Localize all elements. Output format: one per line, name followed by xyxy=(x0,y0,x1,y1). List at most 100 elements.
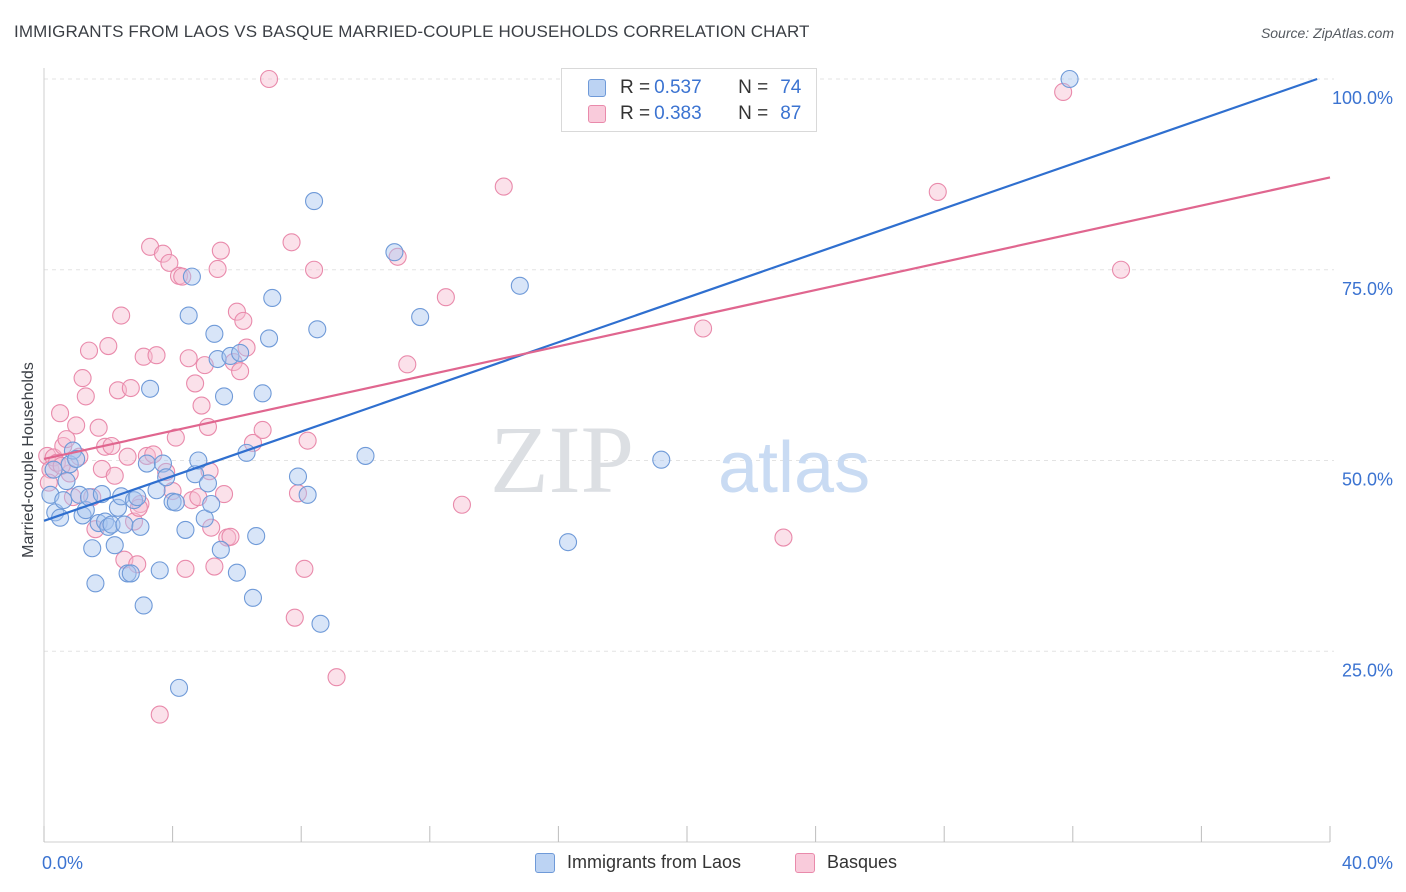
legend-n-label: N = xyxy=(738,77,769,98)
point-basques xyxy=(305,260,324,279)
point-laos xyxy=(150,561,169,580)
point-laos xyxy=(243,588,263,607)
point-basques xyxy=(231,362,250,381)
point-laos xyxy=(385,243,404,262)
point-laos xyxy=(305,192,324,211)
legend-series: Immigrants from Laos Basques xyxy=(0,852,1406,876)
point-laos xyxy=(652,450,671,469)
point-basques xyxy=(211,241,230,260)
point-laos xyxy=(137,454,156,473)
legend-swatch-basques xyxy=(588,105,606,123)
x-tick-label-min: 0.0% xyxy=(42,853,83,873)
point-laos xyxy=(83,539,102,558)
legend-swatch-laos xyxy=(535,852,555,873)
legend-item-basques: Basques xyxy=(795,852,897,873)
point-basques xyxy=(282,233,301,252)
point-basques xyxy=(494,177,513,196)
point-basques xyxy=(452,495,472,514)
point-basques xyxy=(147,346,166,365)
point-basques xyxy=(73,369,92,388)
point-laos xyxy=(231,343,250,362)
point-laos xyxy=(308,320,327,339)
point-laos xyxy=(510,276,529,295)
point-basques xyxy=(398,355,417,374)
trend-line-laos xyxy=(43,77,1318,522)
y-tick-label: 100.0% xyxy=(1332,88,1393,108)
point-basques xyxy=(121,378,140,398)
point-laos xyxy=(99,517,118,536)
point-laos xyxy=(411,308,430,327)
legend-r-value: 0.383 xyxy=(654,103,702,124)
series-laos xyxy=(41,69,1079,697)
legend-r-value: 0.537 xyxy=(654,77,702,98)
series-basques xyxy=(38,69,1131,724)
point-basques xyxy=(105,466,124,485)
point-laos xyxy=(1060,69,1079,89)
point-laos xyxy=(134,596,153,615)
point-basques xyxy=(928,182,947,201)
point-basques xyxy=(89,418,108,437)
legend-label-laos: Immigrants from Laos xyxy=(567,852,742,872)
point-laos xyxy=(131,517,150,536)
point-basques xyxy=(118,447,137,466)
point-basques xyxy=(221,527,240,546)
point-basques xyxy=(253,420,272,440)
y-axis-label: Married-couple Households xyxy=(20,362,37,558)
point-basques xyxy=(57,430,76,449)
point-laos xyxy=(124,491,144,510)
point-basques xyxy=(192,396,211,415)
source-label: Source: ZipAtlas.com xyxy=(1260,25,1394,41)
point-laos xyxy=(214,387,234,406)
watermark-zip: ZIP xyxy=(490,406,634,513)
point-laos xyxy=(54,491,73,510)
legend-n-value: 87 xyxy=(780,103,802,124)
point-laos xyxy=(86,574,105,593)
point-basques xyxy=(144,445,163,464)
point-basques xyxy=(67,416,86,435)
point-laos xyxy=(115,515,134,534)
legend-stats: R = 0.537 N = 74 R = 0.383 N = 87 xyxy=(561,68,817,132)
chart-title: IMMIGRANTS FROM LAOS VS BASQUE MARRIED-C… xyxy=(14,22,810,41)
x-tick-label-max: 40.0% xyxy=(1342,853,1393,873)
point-basques xyxy=(259,69,279,89)
point-basques xyxy=(51,404,70,423)
grid-lines xyxy=(44,78,1334,652)
point-laos xyxy=(211,540,230,559)
point-basques xyxy=(774,528,793,547)
point-laos xyxy=(311,614,330,633)
point-laos xyxy=(298,485,317,504)
axes xyxy=(43,68,1331,843)
watermark-atlas: atlas xyxy=(718,428,870,508)
point-laos xyxy=(67,449,86,469)
point-laos xyxy=(202,494,221,514)
point-basques xyxy=(298,431,317,450)
point-laos xyxy=(169,678,189,697)
point-laos xyxy=(288,467,308,486)
legend-r-label: R = xyxy=(620,77,651,98)
point-laos xyxy=(558,533,578,552)
point-basques xyxy=(173,267,192,286)
point-laos xyxy=(108,498,127,517)
point-basques xyxy=(137,446,156,465)
point-laos xyxy=(57,472,76,491)
trend-line-basques xyxy=(43,176,1331,461)
point-basques xyxy=(160,253,179,272)
point-basques xyxy=(214,485,234,504)
point-laos xyxy=(227,563,246,582)
legend-row-laos: R = 0.537 N = 74 xyxy=(588,77,801,99)
point-laos xyxy=(44,460,63,479)
tick-labels: 25.0% 50.0% 75.0% 100.0% 0.0% 40.0% xyxy=(42,88,1393,873)
point-basques xyxy=(76,387,95,406)
point-laos xyxy=(247,526,266,546)
point-basques xyxy=(227,302,246,321)
point-basques xyxy=(150,705,169,724)
point-basques xyxy=(112,306,131,325)
point-basques xyxy=(202,518,221,537)
legend-row-basques: R = 0.383 N = 87 xyxy=(588,103,801,125)
point-laos xyxy=(198,474,218,493)
legend-item-laos: Immigrants from Laos xyxy=(535,852,741,873)
point-basques xyxy=(205,557,224,576)
point-laos xyxy=(263,288,282,308)
legend-swatch-laos xyxy=(588,79,606,97)
point-laos xyxy=(259,329,279,348)
